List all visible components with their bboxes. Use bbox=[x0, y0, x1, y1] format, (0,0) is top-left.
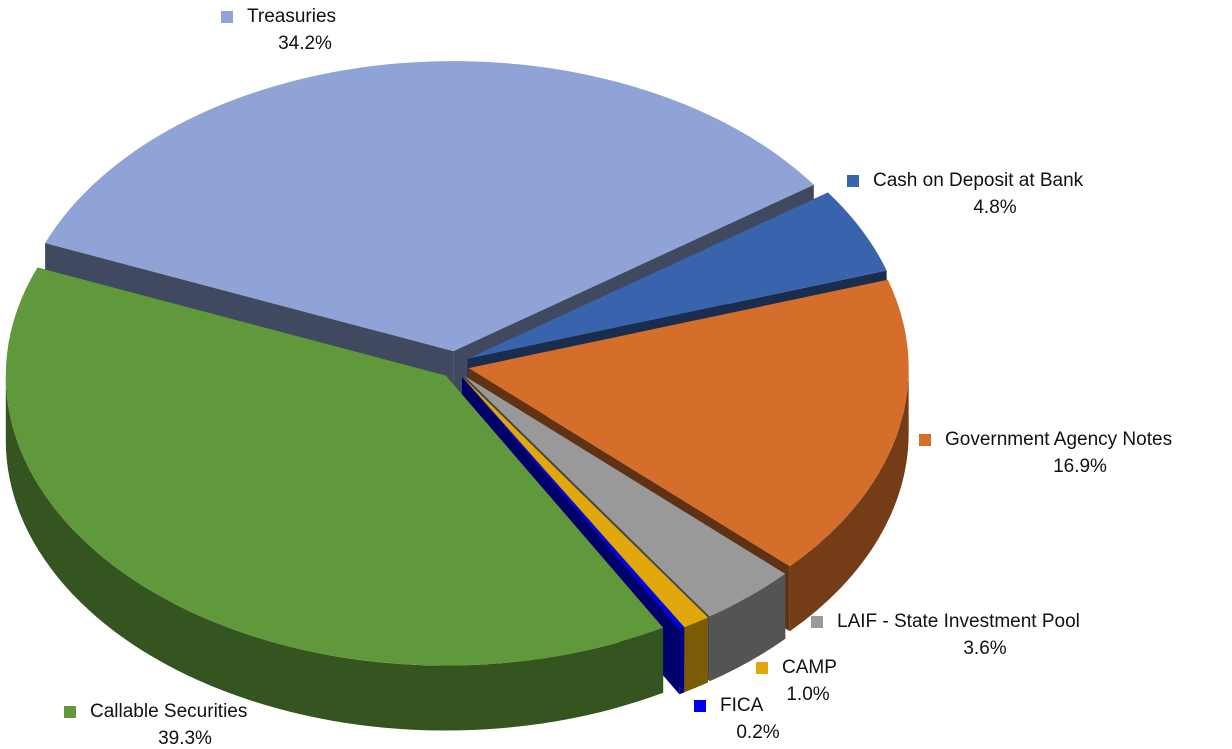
slice-side bbox=[5, 375, 664, 731]
slice bbox=[45, 61, 814, 352]
slice-value-label: 3.6% bbox=[963, 638, 1006, 659]
legend-marker bbox=[64, 706, 76, 718]
slice-label: Treasuries bbox=[247, 6, 336, 27]
slice bbox=[5, 267, 664, 666]
slice-side bbox=[679, 627, 685, 695]
slice-side bbox=[684, 617, 708, 693]
slice-label: LAIF - State Investment Pool bbox=[837, 611, 1080, 632]
slice-label: Callable Securities bbox=[90, 701, 247, 722]
slice-value-label: 39.3% bbox=[158, 728, 212, 749]
legend-marker bbox=[694, 700, 706, 712]
slice-value-label: 0.2% bbox=[736, 722, 779, 743]
slice bbox=[462, 376, 708, 628]
slice-side bbox=[789, 368, 909, 632]
slice-label: Cash on Deposit at Bank bbox=[873, 170, 1084, 191]
slice-label: FICA bbox=[720, 695, 764, 716]
legend-marker bbox=[811, 616, 823, 628]
slice-side bbox=[709, 573, 786, 682]
slice bbox=[464, 375, 786, 617]
legend-marker bbox=[847, 175, 859, 187]
slice bbox=[467, 192, 887, 359]
slice-value-label: 34.2% bbox=[278, 33, 332, 54]
slice bbox=[468, 279, 909, 567]
legend-marker bbox=[756, 662, 768, 674]
slice-value-label: 1.0% bbox=[786, 684, 829, 705]
slice-label: Government Agency Notes bbox=[945, 429, 1172, 450]
slice-label: CAMP bbox=[782, 657, 837, 678]
slice bbox=[461, 377, 685, 630]
legend-marker bbox=[221, 11, 233, 23]
slice-value-label: 4.8% bbox=[973, 197, 1016, 218]
slice-value-label: 16.9% bbox=[1053, 456, 1107, 477]
legend-marker bbox=[919, 434, 931, 446]
